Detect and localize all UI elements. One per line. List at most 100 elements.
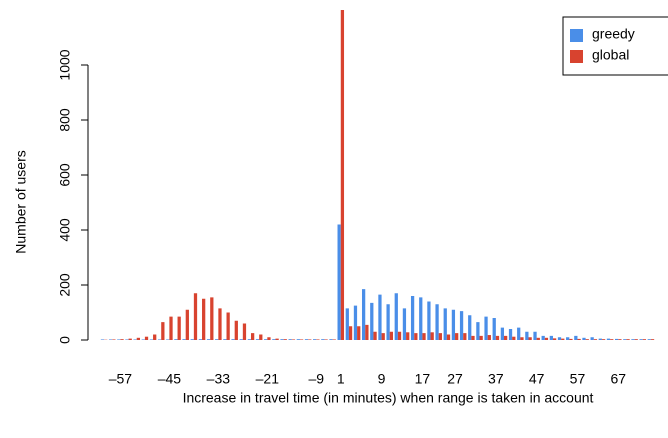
bar bbox=[623, 339, 626, 340]
bar bbox=[591, 337, 594, 340]
bar bbox=[395, 293, 398, 340]
bar bbox=[517, 328, 520, 340]
x-tick-label: –45 bbox=[158, 371, 182, 387]
bar bbox=[321, 339, 324, 340]
bar bbox=[142, 339, 145, 340]
bar bbox=[463, 333, 466, 340]
bar bbox=[133, 339, 136, 340]
bar bbox=[210, 297, 213, 340]
x-tick-label: 37 bbox=[488, 371, 504, 387]
bar bbox=[561, 339, 564, 340]
bar bbox=[452, 310, 455, 340]
bar bbox=[186, 310, 189, 340]
bar bbox=[297, 339, 300, 340]
bar bbox=[460, 311, 463, 340]
bar bbox=[542, 336, 545, 340]
bar bbox=[329, 339, 332, 340]
bar bbox=[259, 335, 262, 341]
bar bbox=[586, 339, 589, 340]
bar bbox=[444, 308, 447, 340]
bar bbox=[112, 339, 115, 340]
bar bbox=[215, 339, 218, 340]
x-tick-label: –9 bbox=[308, 371, 324, 387]
y-tick-label: 600 bbox=[57, 163, 73, 187]
bar bbox=[382, 333, 385, 340]
bar bbox=[550, 336, 553, 340]
bar bbox=[145, 337, 148, 340]
x-tick-label: 17 bbox=[415, 371, 431, 387]
bar bbox=[218, 308, 221, 340]
bar bbox=[411, 296, 414, 340]
bar bbox=[341, 10, 344, 340]
bar bbox=[435, 304, 438, 340]
bar bbox=[386, 304, 389, 340]
bar bbox=[577, 339, 580, 340]
x-tick-label: 67 bbox=[610, 371, 626, 387]
bar bbox=[509, 329, 512, 340]
bar bbox=[504, 336, 507, 340]
bar bbox=[651, 339, 654, 340]
bar bbox=[648, 339, 651, 340]
legend-label: greedy bbox=[592, 26, 635, 42]
bar bbox=[137, 338, 140, 340]
bar bbox=[362, 289, 365, 340]
bar bbox=[308, 339, 311, 340]
bar bbox=[569, 339, 572, 340]
y-tick-label: 200 bbox=[57, 273, 73, 297]
bar bbox=[525, 332, 528, 340]
bar bbox=[264, 339, 267, 340]
bar bbox=[289, 339, 292, 340]
bar bbox=[248, 339, 251, 340]
bar bbox=[346, 308, 349, 340]
bar bbox=[480, 336, 483, 340]
bar bbox=[370, 303, 373, 340]
bar bbox=[256, 339, 259, 340]
x-axis-title: Increase in travel time (in minutes) whe… bbox=[183, 390, 594, 406]
bar bbox=[199, 339, 202, 340]
bar bbox=[153, 335, 156, 341]
bar bbox=[240, 339, 243, 340]
bar bbox=[125, 339, 128, 340]
bar bbox=[169, 317, 172, 340]
bar bbox=[476, 322, 479, 340]
legend-swatch bbox=[570, 29, 583, 42]
bar bbox=[324, 339, 327, 340]
x-tick-label: –21 bbox=[256, 371, 280, 387]
legend-label: global bbox=[592, 47, 629, 63]
x-tick-label: 27 bbox=[447, 371, 463, 387]
x-tick-label: –57 bbox=[109, 371, 133, 387]
bar bbox=[488, 335, 491, 340]
bar bbox=[537, 338, 540, 340]
bar bbox=[191, 339, 194, 340]
bar bbox=[419, 297, 422, 340]
bar bbox=[484, 317, 487, 340]
bar bbox=[496, 336, 499, 340]
bar bbox=[553, 338, 556, 340]
bar bbox=[292, 339, 295, 340]
bar bbox=[414, 333, 417, 340]
bar bbox=[471, 336, 474, 340]
bar bbox=[275, 339, 278, 340]
x-tick-label: 47 bbox=[529, 371, 545, 387]
bar bbox=[643, 339, 646, 340]
bar bbox=[566, 337, 569, 340]
x-tick-label: 57 bbox=[570, 371, 586, 387]
bar bbox=[365, 325, 368, 340]
bar bbox=[607, 339, 610, 340]
bar bbox=[101, 339, 104, 340]
bar bbox=[373, 332, 376, 340]
bar bbox=[378, 295, 381, 340]
bar bbox=[243, 324, 246, 341]
bar bbox=[635, 339, 638, 340]
bar bbox=[338, 225, 341, 341]
bar bbox=[272, 339, 275, 340]
bar bbox=[316, 339, 319, 340]
bar bbox=[631, 339, 634, 340]
bar bbox=[349, 326, 352, 340]
bar bbox=[455, 333, 458, 340]
bar bbox=[235, 321, 238, 340]
bar bbox=[599, 339, 602, 340]
bar bbox=[558, 337, 561, 340]
bar bbox=[109, 339, 112, 340]
